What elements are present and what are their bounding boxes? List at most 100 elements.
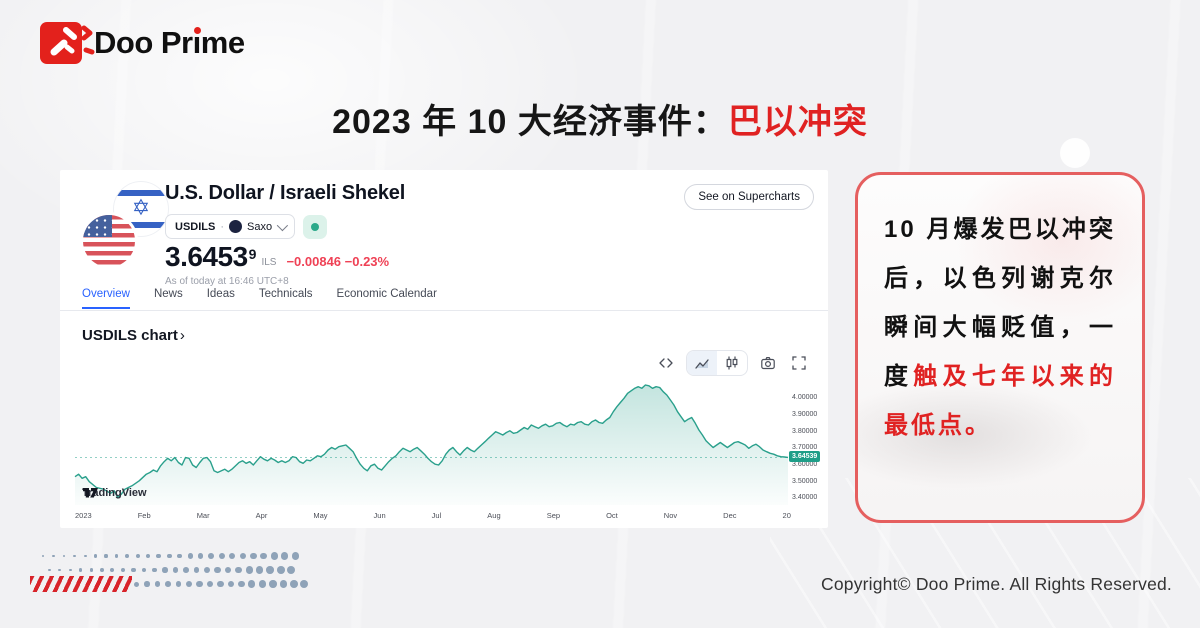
tradingview-attribution[interactable]: TradingView xyxy=(82,487,147,499)
doo-prime-logo-text: Doo Prıme xyxy=(94,25,245,60)
us-flag-canton xyxy=(83,215,112,237)
symbol-title: U.S. Dollar / Israeli Shekel xyxy=(165,182,406,204)
logo-i-red-dot: ı xyxy=(192,25,202,60)
decoration-dot xyxy=(214,566,221,574)
decoration-dot xyxy=(206,580,214,588)
doo-prime-logo: Doo Prıme xyxy=(40,22,245,64)
tab-overview[interactable]: Overview xyxy=(82,288,130,309)
separator-dot: · xyxy=(220,220,225,233)
ticker-selector[interactable]: USDILS · Saxo xyxy=(165,214,296,239)
fullscreen-icon[interactable] xyxy=(788,352,810,374)
price-chart[interactable]: TradingView xyxy=(74,375,789,505)
decoration-dot xyxy=(269,580,277,588)
decoration-dot xyxy=(114,554,119,558)
decoration-dot xyxy=(104,554,108,558)
decoration-dot xyxy=(141,567,147,573)
decoration-dot xyxy=(83,554,87,558)
price-row: 3.6453 9 ILS −0.00846 −0.23% xyxy=(165,242,389,272)
market-open-dot-icon xyxy=(311,222,320,231)
decoration-dot xyxy=(154,581,161,587)
area-chart-icon[interactable] xyxy=(687,351,717,375)
y-tick-label: 3.50000 xyxy=(792,477,818,485)
decoration-dot xyxy=(229,552,236,560)
last-price-fraction: 9 xyxy=(248,246,257,262)
decoration-dot xyxy=(89,568,94,572)
x-tick-label: Sep xyxy=(546,511,561,520)
decoration-dot xyxy=(144,581,150,587)
chart-toolbar xyxy=(655,350,810,376)
israel-flag-stripe xyxy=(114,222,168,228)
x-tick-label: Mar xyxy=(196,511,210,520)
decoration-dot xyxy=(290,580,298,588)
page-title: 2023 年 10 大经济事件：巴以冲突 xyxy=(0,94,1200,143)
tab-news[interactable]: News xyxy=(153,288,183,300)
tradingview-logo-icon xyxy=(83,488,98,498)
note-card-decoration-top xyxy=(952,175,1142,325)
widget-tabs: Overview News Ideas Technicals Economic … xyxy=(60,288,828,311)
x-tick-label: Jun xyxy=(373,511,386,520)
decoration-dot xyxy=(146,553,151,559)
note-text-red: 触及七年以来的最低点。 xyxy=(884,363,1117,439)
last-price: 3.6453 xyxy=(165,241,248,272)
note-card-decoration-disc xyxy=(858,380,1098,490)
decoration-dot xyxy=(134,581,139,587)
israel-flag-stripe xyxy=(114,190,168,196)
last-price-tag: 3.64539 xyxy=(789,451,821,463)
see-on-supercharts-button[interactable]: See on Supercharts xyxy=(684,184,814,210)
decoration-dot xyxy=(287,566,296,574)
tradingview-label: TradingView xyxy=(82,487,147,499)
currency-pair-flags: ✡ xyxy=(80,180,170,270)
decoration-dot xyxy=(266,566,274,574)
chevron-down-icon xyxy=(276,219,289,231)
decoration-dot xyxy=(218,553,225,559)
chart-heading[interactable]: USDILS chart › xyxy=(82,327,185,344)
decoration-dot xyxy=(175,581,182,587)
decoration-dot xyxy=(291,552,300,560)
x-tick-label: May xyxy=(313,511,328,520)
ticker-symbol: USDILS xyxy=(175,220,216,233)
saxo-exchange-icon xyxy=(229,220,243,233)
price-currency: ILS xyxy=(261,257,277,268)
y-tick-label: 3.90000 xyxy=(792,411,818,418)
decoration-dot xyxy=(193,567,200,573)
x-tick-label: Dec xyxy=(723,511,737,520)
decoration-dot xyxy=(120,567,125,573)
tab-ideas[interactable]: Ideas xyxy=(206,288,235,300)
decoration-dot xyxy=(58,568,62,572)
decoration-dot xyxy=(276,566,285,574)
tradingview-widget-card: ✡ U.S. Dollar / Israeli Shekel USDILS · … xyxy=(60,170,828,528)
y-axis: 3.64539 4.00000 3.90000 3.80000 3.70000 3.60… xyxy=(788,375,830,505)
decoration-dot xyxy=(152,567,157,573)
decoration-dot xyxy=(281,552,289,560)
page-title-red: 巴以冲突 xyxy=(727,103,868,141)
us-flag-icon xyxy=(80,212,138,270)
x-tick-label: Oct xyxy=(606,511,618,520)
decoration-dot xyxy=(156,553,161,559)
decoration-dot xyxy=(245,566,253,574)
x-tick-label: Apr xyxy=(255,511,268,520)
x-axis: 2023 Feb Mar Apr May Jun Jul Aug Sep Oct Nov Dec 20 xyxy=(75,511,791,520)
chart-area-fill xyxy=(75,385,788,505)
decoration-circle xyxy=(1060,138,1090,168)
tab-economic-calendar[interactable]: Economic Calendar xyxy=(336,288,437,300)
decoration-dot xyxy=(62,554,66,558)
decoration-dot xyxy=(248,580,256,588)
decoration-dot xyxy=(235,566,242,574)
chart-line xyxy=(74,384,789,499)
note-text-black: 10 月爆发巴以冲突后，以色列谢克尔瞬间大幅贬值，一度 xyxy=(884,216,1116,390)
page-title-black: 2023 年 10 大经济事件： xyxy=(332,103,728,141)
y-tick-label: 3.70000 xyxy=(792,444,818,452)
decoration-dot xyxy=(135,553,140,559)
decoration-dot xyxy=(300,580,309,588)
code-icon[interactable] xyxy=(655,352,677,374)
candlestick-icon[interactable] xyxy=(717,351,747,375)
decoration-dot xyxy=(42,555,44,557)
decoration-dot xyxy=(208,553,215,559)
camera-icon[interactable] xyxy=(757,352,779,374)
decoration-dot xyxy=(279,580,288,588)
decoration-dot xyxy=(177,553,183,559)
decoration-dot xyxy=(52,554,55,558)
decoration-dot xyxy=(186,581,192,587)
tab-technicals[interactable]: Technicals xyxy=(258,288,313,300)
